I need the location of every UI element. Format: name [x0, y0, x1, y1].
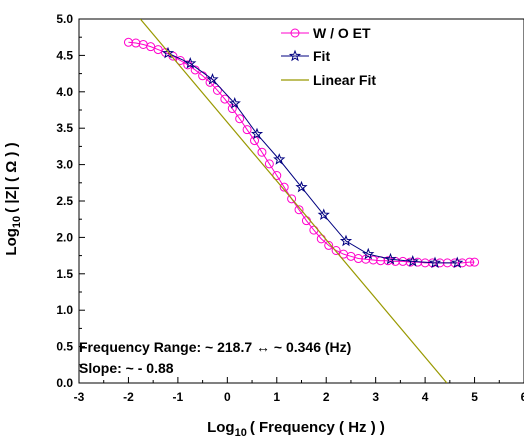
data-point-circle: [294, 205, 304, 215]
legend: W / O ET Fit Linear Fit: [281, 25, 376, 88]
y-axis-title-sub: 10: [11, 216, 23, 228]
data-point-circle: [331, 246, 341, 256]
data-point-circle: [264, 159, 274, 169]
y-tick-label: 2.0: [56, 230, 73, 244]
x-tick-label: -3: [74, 390, 85, 404]
series-line-2: [139, 19, 448, 383]
y-tick-label: 0.5: [56, 340, 73, 354]
y-axis-title: Log10 ( |Z| ( Ω ) ): [3, 142, 23, 255]
annotation-slope: Slope: ~ - 0.88: [79, 360, 174, 376]
x-tick-label: 6: [521, 390, 524, 404]
y-tick-label: 4.5: [56, 48, 73, 62]
y-tick-label: 0.0: [56, 376, 73, 390]
data-point-star: [295, 180, 308, 193]
y-tick-label: 5.0: [56, 12, 73, 26]
data-point-circle: [257, 147, 267, 157]
data-point-circle: [220, 94, 230, 104]
y-tick-label: 2.5: [56, 194, 73, 208]
data-point-circle: [383, 256, 393, 266]
data-point-star: [406, 254, 419, 267]
data-point-star: [362, 247, 375, 260]
x-tick-label: 1: [273, 390, 280, 404]
data-point-circle: [368, 255, 378, 265]
data-point-star: [161, 46, 175, 59]
data-point-star: [206, 72, 219, 85]
x-axis-title-rest: ( Frequency ( Hz ) ): [250, 419, 385, 436]
series-clip: [123, 19, 480, 383]
data-point-star: [250, 127, 264, 140]
data-point-circle: [470, 257, 480, 267]
data-point-circle: [123, 37, 133, 47]
data-point-circle: [398, 256, 408, 266]
legend-label-0: W / O ET: [313, 25, 371, 41]
data-point-circle: [212, 85, 222, 95]
x-tick-label: 0: [224, 390, 231, 404]
data-point-star: [428, 256, 442, 269]
y-axis-title-main: Log: [3, 228, 20, 256]
y-tick-label: 3.0: [56, 158, 73, 172]
legend-label-1: Fit: [313, 48, 330, 64]
y-tick-label: 1.5: [56, 267, 73, 281]
x-tick-label: -1: [173, 390, 184, 404]
data-point-circle: [235, 114, 245, 124]
x-axis-title: Log10( Frequency ( Hz ) ): [207, 419, 385, 439]
annotation-frequency-range: Frequency Range: ~ 218.7 ↔ ~ 0.346 (Hz): [79, 339, 351, 355]
y-axis-title-rest: ( |Z| ( Ω ) ): [3, 142, 20, 212]
data-point-star: [384, 252, 397, 265]
data-point-circle: [465, 257, 475, 267]
plot-frame: [78, 18, 524, 384]
data-point-circle: [457, 258, 467, 268]
x-tick-label: -2: [123, 390, 134, 404]
data-point-circle: [353, 254, 363, 264]
data-point-circle: [279, 182, 289, 192]
data-point-star: [317, 208, 330, 221]
data-point-star: [339, 234, 353, 247]
legend-label-2: Linear Fit: [313, 72, 376, 88]
series-line-0: [128, 41, 475, 264]
data-point-star: [184, 56, 197, 69]
data-point-circle: [324, 240, 334, 250]
x-axis-title-main: Log: [207, 419, 235, 436]
data-point-star: [228, 97, 241, 109]
x-tick-label: 5: [471, 390, 478, 404]
x-tick-label: 4: [422, 390, 429, 404]
series-layer: [123, 19, 480, 383]
y-tick-label: 3.5: [56, 121, 73, 135]
legend-marker-star: [288, 49, 302, 62]
x-axis-title-sub: 10: [235, 427, 247, 439]
ticks: -3 -2 -1 0 1 2 3 4 5 6 0.0 0.5 1.0 1.5 2.0 2.5 3.0 3.5 4.0…: [56, 12, 524, 404]
data-point-circle: [242, 125, 252, 135]
y-tick-label: 4.0: [56, 85, 73, 99]
data-point-star: [451, 256, 464, 269]
x-tick-label: 3: [372, 390, 379, 404]
data-point-circle: [287, 194, 297, 204]
y-tick-label: 1.0: [56, 303, 73, 317]
x-tick-label: 2: [323, 390, 330, 404]
data-point-star: [273, 153, 286, 165]
legend-marker-circle: [290, 28, 300, 38]
